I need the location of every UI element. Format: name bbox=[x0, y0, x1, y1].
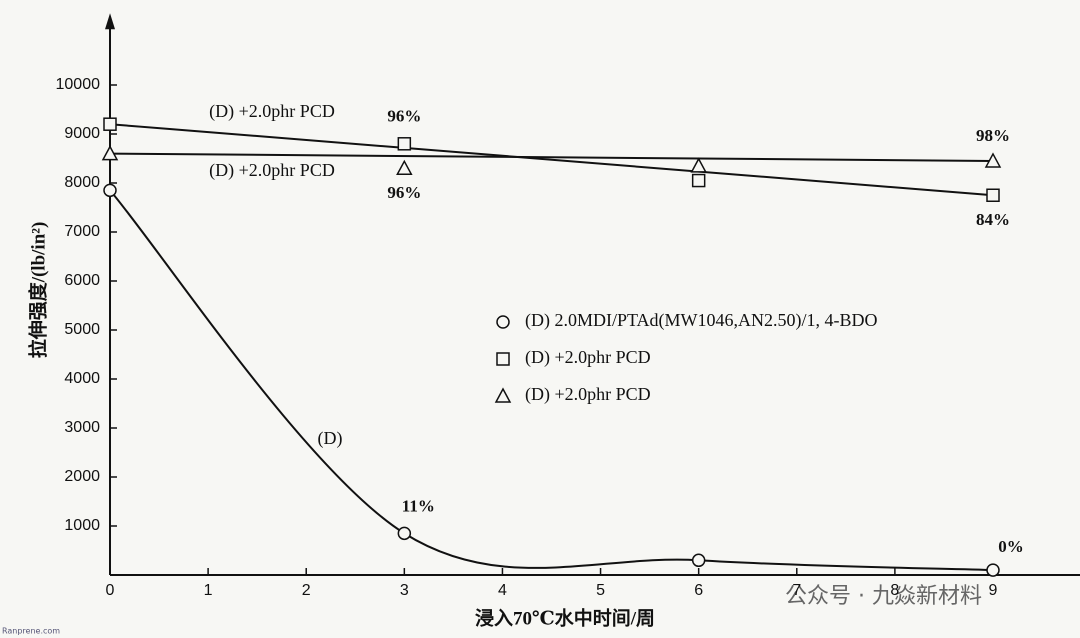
y-tick-label: 8000 bbox=[64, 174, 100, 191]
x-tick-label: 1 bbox=[204, 582, 213, 599]
y-tick-label: 2000 bbox=[64, 468, 100, 485]
y-tick-label: 5000 bbox=[64, 321, 100, 338]
x-tick-label: 4 bbox=[498, 582, 507, 599]
retention-label: 0% bbox=[998, 537, 1024, 556]
line-label: (D) +2.0phr PCD bbox=[209, 101, 335, 122]
series-line bbox=[109, 152, 994, 162]
retention-label: 84% bbox=[976, 210, 1010, 229]
y-tick-label: 3000 bbox=[64, 419, 100, 436]
x-tick-label: 9 bbox=[989, 582, 998, 599]
legend-label: (D) +2.0phr PCD bbox=[525, 384, 651, 405]
point bbox=[397, 526, 412, 541]
retention-label: 98% bbox=[976, 126, 1010, 145]
retention-label: 11% bbox=[402, 496, 435, 515]
line-label: (D) bbox=[318, 428, 343, 449]
point bbox=[397, 137, 412, 151]
line-label: (D) +2.0phr PCD bbox=[209, 160, 335, 181]
retention-label: 96% bbox=[387, 107, 421, 126]
y-tick-label: 1000 bbox=[64, 517, 100, 534]
series-line bbox=[109, 189, 994, 572]
x-tick-label: 3 bbox=[400, 582, 409, 599]
y-tick-label: 6000 bbox=[64, 272, 100, 289]
point bbox=[103, 117, 117, 131]
point bbox=[690, 157, 707, 173]
y-tick-label: 7000 bbox=[64, 223, 100, 240]
y-tick-label: 10000 bbox=[56, 76, 101, 93]
point bbox=[396, 159, 413, 176]
y-tick-label: 4000 bbox=[64, 370, 100, 387]
x-tick-label: 6 bbox=[694, 582, 703, 599]
legend-label: (D) +2.0phr PCD bbox=[525, 347, 651, 368]
x-tick-label: 2 bbox=[302, 582, 311, 599]
y-axis-arrow bbox=[105, 13, 115, 30]
point bbox=[691, 553, 706, 568]
watermark: 公众号 · 九焱新材料 bbox=[785, 584, 982, 609]
point bbox=[986, 188, 1000, 202]
x-axis-label: 浸入70℃水中时间/周 bbox=[475, 606, 655, 629]
x-tick-label: 8 bbox=[890, 582, 899, 599]
point bbox=[103, 183, 117, 198]
x-tick-label: 5 bbox=[596, 582, 605, 599]
legend-label: (D) 2.0MDI/PTAd(MW1046,AN2.50)/1, 4-BDO bbox=[525, 310, 878, 331]
point bbox=[101, 145, 119, 161]
legend-marker bbox=[496, 352, 510, 366]
series-line bbox=[109, 123, 994, 197]
point bbox=[691, 173, 706, 188]
retention-label: 96% bbox=[387, 183, 421, 202]
point bbox=[986, 563, 1000, 577]
y-axis-label: 拉伸强度/(lb/in²) bbox=[26, 222, 49, 359]
source: Ranprene.com bbox=[2, 627, 60, 636]
legend-marker bbox=[494, 387, 512, 403]
legend-marker bbox=[496, 315, 510, 329]
y-tick-label: 9000 bbox=[64, 125, 100, 142]
point bbox=[984, 152, 1002, 168]
x-tick-label: 0 bbox=[106, 582, 115, 599]
x-tick-label: 7 bbox=[792, 582, 801, 599]
